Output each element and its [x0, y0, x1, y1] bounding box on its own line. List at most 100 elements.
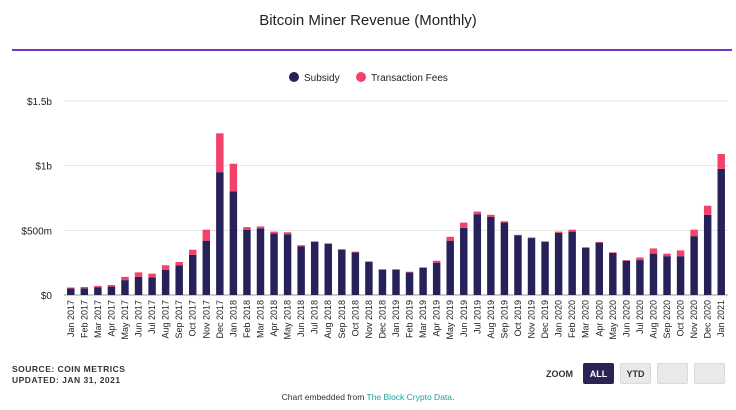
bar-transaction-fees[interactable]	[663, 253, 671, 257]
bar-transaction-fees[interactable]	[514, 234, 522, 236]
zoom-button-3[interactable]	[657, 363, 688, 384]
bar-subsidy[interactable]	[229, 191, 238, 295]
legend-fees-marker[interactable]	[356, 72, 366, 82]
bar-transaction-fees[interactable]	[405, 271, 414, 273]
bar-subsidy[interactable]	[609, 252, 617, 295]
bar-subsidy[interactable]	[636, 260, 644, 295]
bar-subsidy[interactable]	[297, 246, 305, 296]
bar-transaction-fees[interactable]	[446, 236, 454, 241]
bar-subsidy[interactable]	[581, 247, 590, 295]
bar-subsidy[interactable]	[121, 280, 129, 295]
bar-subsidy[interactable]	[405, 272, 414, 295]
bar-subsidy[interactable]	[541, 241, 549, 295]
bar-transaction-fees[interactable]	[310, 241, 319, 242]
bar-transaction-fees[interactable]	[270, 231, 278, 234]
bar-transaction-fees[interactable]	[717, 154, 725, 169]
embed-link[interactable]: The Block Crypto Data	[366, 392, 453, 402]
bar-subsidy[interactable]	[554, 232, 563, 295]
bar-subsidy[interactable]	[148, 277, 156, 295]
bar-transaction-fees[interactable]	[419, 267, 427, 268]
bar-subsidy[interactable]	[107, 286, 116, 295]
bar-transaction-fees[interactable]	[134, 272, 143, 277]
bar-transaction-fees[interactable]	[161, 265, 170, 270]
bar-transaction-fees[interactable]	[622, 260, 631, 261]
bar-transaction-fees[interactable]	[378, 269, 387, 270]
bar-transaction-fees[interactable]	[527, 237, 536, 239]
bar-subsidy[interactable]	[717, 168, 725, 295]
bar-transaction-fees[interactable]	[67, 287, 75, 289]
bar-transaction-fees[interactable]	[80, 286, 89, 289]
bar-subsidy[interactable]	[514, 235, 522, 295]
bar-subsidy[interactable]	[161, 269, 170, 295]
bar-subsidy[interactable]	[568, 231, 576, 295]
bar-transaction-fees[interactable]	[568, 229, 576, 232]
bar-transaction-fees[interactable]	[500, 221, 509, 223]
bar-subsidy[interactable]	[80, 288, 89, 295]
bar-subsidy[interactable]	[595, 242, 603, 295]
bar-transaction-fees[interactable]	[609, 252, 617, 253]
bar-subsidy[interactable]	[473, 214, 482, 295]
bar-transaction-fees[interactable]	[432, 260, 441, 263]
bar-transaction-fees[interactable]	[541, 241, 549, 242]
bar-transaction-fees[interactable]	[487, 214, 495, 217]
bar-subsidy[interactable]	[365, 262, 373, 295]
bar-transaction-fees[interactable]	[338, 249, 346, 250]
zoom-ytd-button[interactable]: YTD	[620, 363, 651, 384]
bar-subsidy[interactable]	[338, 249, 346, 295]
bar-subsidy[interactable]	[432, 262, 441, 295]
bar-subsidy[interactable]	[500, 222, 509, 295]
bar-transaction-fees[interactable]	[581, 247, 590, 248]
bar-transaction-fees[interactable]	[256, 226, 265, 229]
bar-subsidy[interactable]	[690, 236, 698, 295]
bar-subsidy[interactable]	[527, 238, 536, 295]
bar-transaction-fees[interactable]	[351, 251, 360, 253]
bar-transaction-fees[interactable]	[229, 163, 238, 192]
bar-transaction-fees[interactable]	[460, 222, 468, 228]
bar-transaction-fees[interactable]	[107, 285, 116, 287]
bar-subsidy[interactable]	[446, 240, 454, 295]
zoom-button-4[interactable]	[694, 363, 725, 384]
bar-transaction-fees[interactable]	[473, 211, 482, 215]
bar-subsidy[interactable]	[392, 269, 400, 295]
bar-subsidy[interactable]	[216, 172, 224, 295]
bar-subsidy[interactable]	[378, 269, 387, 295]
bar-subsidy[interactable]	[703, 214, 712, 295]
bar-subsidy[interactable]	[419, 267, 427, 295]
bar-transaction-fees[interactable]	[365, 261, 373, 263]
bar-subsidy[interactable]	[189, 254, 197, 295]
bar-subsidy[interactable]	[67, 288, 75, 295]
bar-transaction-fees[interactable]	[202, 229, 211, 241]
bar-subsidy[interactable]	[134, 276, 143, 295]
bar-transaction-fees[interactable]	[392, 269, 400, 270]
zoom-all-button[interactable]: ALL	[583, 363, 614, 384]
bar-transaction-fees[interactable]	[324, 243, 332, 244]
bar-subsidy[interactable]	[202, 240, 211, 295]
bar-subsidy[interactable]	[622, 260, 631, 295]
bar-subsidy[interactable]	[175, 265, 183, 295]
bar-subsidy[interactable]	[94, 287, 102, 295]
bar-transaction-fees[interactable]	[636, 257, 644, 261]
bar-subsidy[interactable]	[351, 252, 360, 295]
bar-subsidy[interactable]	[310, 241, 319, 295]
bar-transaction-fees[interactable]	[703, 205, 712, 215]
bar-transaction-fees[interactable]	[297, 245, 305, 247]
bar-subsidy[interactable]	[460, 227, 468, 295]
bar-transaction-fees[interactable]	[121, 276, 129, 281]
bar-transaction-fees[interactable]	[283, 232, 292, 235]
bar-transaction-fees[interactable]	[94, 285, 102, 288]
bar-transaction-fees[interactable]	[189, 249, 197, 255]
bar-transaction-fees[interactable]	[216, 133, 224, 173]
legend-subsidy-label[interactable]: Subsidy	[304, 73, 340, 84]
legend[interactable]: Subsidy Transaction Fees	[289, 72, 448, 84]
bar-subsidy[interactable]	[283, 234, 292, 295]
bar-transaction-fees[interactable]	[243, 227, 251, 230]
bar-transaction-fees[interactable]	[690, 229, 698, 237]
bar-subsidy[interactable]	[663, 256, 671, 295]
bar-subsidy[interactable]	[243, 229, 251, 295]
bar-transaction-fees[interactable]	[649, 248, 658, 254]
bar-subsidy[interactable]	[256, 228, 265, 295]
bar-transaction-fees[interactable]	[148, 273, 156, 278]
bar-subsidy[interactable]	[324, 243, 332, 295]
bar-subsidy[interactable]	[487, 216, 495, 295]
bar-subsidy[interactable]	[676, 256, 685, 295]
